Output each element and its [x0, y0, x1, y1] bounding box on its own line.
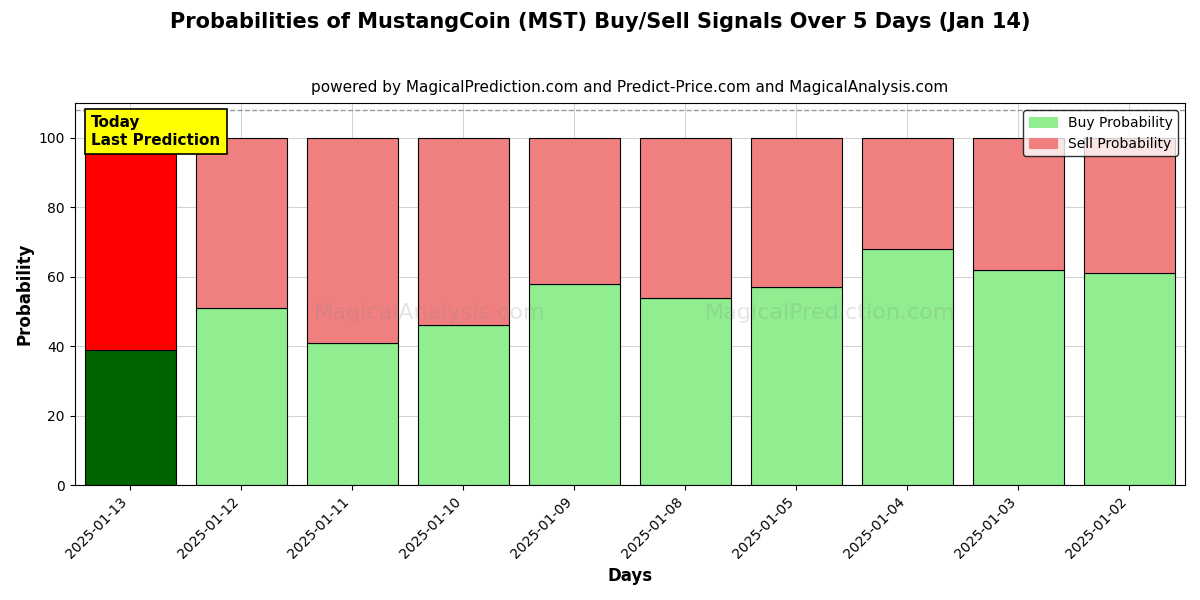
Bar [1084, 273, 1175, 485]
Title: powered by MagicalPrediction.com and Predict-Price.com and MagicalAnalysis.com: powered by MagicalPrediction.com and Pre… [311, 80, 948, 95]
Bar [751, 287, 842, 485]
Y-axis label: Probability: Probability [16, 243, 34, 346]
Bar [862, 249, 953, 485]
Bar [307, 138, 397, 343]
Text: Today
Last Prediction: Today Last Prediction [91, 115, 221, 148]
Bar [307, 343, 397, 485]
Bar [640, 138, 731, 298]
Legend: Buy Probability, Sell Probability: Buy Probability, Sell Probability [1024, 110, 1178, 156]
Bar [973, 138, 1064, 270]
Bar [529, 284, 620, 485]
Bar [973, 270, 1064, 485]
Bar [1084, 138, 1175, 273]
Bar [85, 138, 175, 350]
Text: Probabilities of MustangCoin (MST) Buy/Sell Signals Over 5 Days (Jan 14): Probabilities of MustangCoin (MST) Buy/S… [169, 12, 1031, 32]
Bar [85, 350, 175, 485]
X-axis label: Days: Days [607, 567, 653, 585]
Bar [196, 308, 287, 485]
Bar [751, 138, 842, 287]
Bar [418, 138, 509, 325]
Bar [640, 298, 731, 485]
Bar [196, 138, 287, 308]
Bar [529, 138, 620, 284]
Bar [862, 138, 953, 249]
Text: MagicalPrediction.com: MagicalPrediction.com [704, 303, 955, 323]
Bar [418, 325, 509, 485]
Text: MagicalAnalysis.com: MagicalAnalysis.com [314, 303, 546, 323]
